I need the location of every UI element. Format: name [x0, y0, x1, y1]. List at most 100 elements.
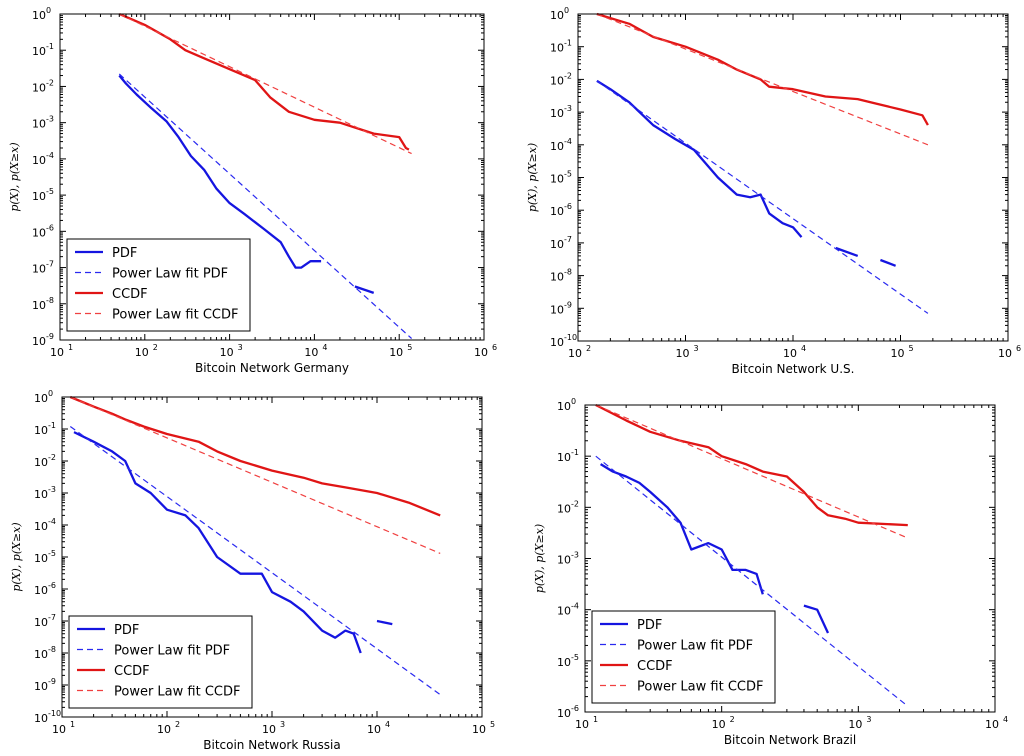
y-tick-label: 10 [34, 616, 48, 629]
legend-entry: PDF [114, 623, 139, 638]
y-tick-label: 10 [550, 140, 564, 153]
legend-entry: Power Law fit CCDF [114, 685, 240, 700]
series-pdf [73, 431, 362, 654]
legend-entry: Power Law fit CCDF [637, 680, 763, 695]
y-tick-label: 10 [32, 226, 46, 239]
legend-entry: PDF [637, 618, 662, 633]
y-axis-label: p(X), p(X≥x) [10, 522, 23, 591]
y-tick-label: 10 [550, 238, 564, 251]
plot-frame [577, 13, 1009, 342]
series-power-law-fit-pdf [118, 73, 413, 339]
legend-entry: PDF [112, 246, 137, 261]
y-tick-exponent: -7 [564, 235, 572, 244]
legend-entry: CCDF [112, 287, 148, 302]
y-tick-label: 10 [34, 552, 48, 565]
y-tick-label: 10 [550, 303, 564, 316]
series-power-law-fit-pdf [69, 426, 441, 696]
y-tick-exponent: -4 [48, 517, 56, 526]
legend-entry: CCDF [114, 664, 150, 679]
series-pdf-tail [803, 604, 830, 634]
x-axis-label: Bitcoin Network Germany [195, 361, 349, 375]
y-tick-label: 10 [32, 299, 46, 312]
x-tick-label: 10 [389, 346, 403, 359]
series-pdf-tail [376, 619, 393, 626]
y-axis-label: p(X), p(X≥x) [526, 143, 539, 212]
y-tick-label: 10 [550, 271, 564, 284]
y-tick-label: 10 [550, 9, 564, 22]
y-tick-exponent: -6 [571, 704, 579, 713]
y-tick-label: 10 [550, 173, 564, 186]
legend-entry: Power Law fit PDF [112, 267, 228, 282]
series-ccdf [595, 403, 908, 527]
x-axis-label: Bitcoin Network U.S. [732, 362, 855, 376]
y-tick-exponent: -8 [46, 296, 54, 305]
x-tick-exponent: 5 [909, 344, 914, 353]
y-tick-label: 10 [557, 502, 571, 515]
x-tick-label: 10 [676, 347, 690, 360]
legend: PDF Power Law fit PDF CCDF Power Law fit CC… [591, 610, 776, 704]
y-tick-label: 10 [32, 154, 46, 167]
series-power-law-fit-pdf [595, 455, 909, 707]
y-tick-exponent: -3 [571, 551, 579, 560]
x-tick-label: 10 [52, 723, 66, 736]
x-tick-exponent: 6 [1016, 344, 1021, 353]
x-tick-exponent: 6 [492, 343, 497, 352]
x-tick-label: 10 [472, 723, 486, 736]
y-tick-exponent: -5 [46, 187, 54, 196]
x-axis-label: Bitcoin Network Brazil [724, 733, 856, 747]
series-pdf [118, 74, 322, 269]
y-tick-exponent: -4 [46, 151, 54, 160]
y-tick-exponent: -2 [46, 78, 54, 87]
y-tick-exponent: -7 [48, 613, 56, 622]
y-tick-exponent: -2 [571, 499, 579, 508]
series-pdf-tail-1 [835, 246, 859, 257]
legend-entry: Power Law fit CCDF [112, 308, 238, 323]
series-pdf-tail-2 [879, 258, 897, 267]
x-tick-label: 10 [135, 346, 149, 359]
y-tick-exponent: -1 [48, 421, 56, 430]
y-tick-label: 10 [34, 680, 48, 693]
series-pdf [600, 463, 764, 595]
y-tick-exponent: -1 [564, 39, 572, 48]
y-tick-label: 10 [550, 74, 564, 87]
x-tick-exponent: 1 [68, 343, 73, 352]
y-tick-exponent: -1 [46, 42, 54, 51]
y-tick-exponent: -3 [564, 104, 572, 113]
y-tick-exponent: 0 [564, 6, 569, 15]
series-power-law-fit-ccdf [595, 404, 909, 539]
y-tick-exponent: -3 [46, 115, 54, 124]
y-tick-label: 10 [34, 712, 48, 725]
y-tick-label: 10 [34, 392, 48, 405]
x-tick-exponent: 3 [694, 344, 699, 353]
y-tick-exponent: -2 [48, 453, 56, 462]
y-tick-exponent: -7 [46, 260, 54, 269]
y-axis-label: p(X), p(X≥x) [533, 524, 546, 593]
plot-germany: 10 1 10 2 10 3 10 4 10 5 10 610 -910 -810 -710 -610 -510… [8, 6, 497, 375]
y-tick-exponent: 0 [48, 389, 53, 398]
y-tick-exponent: -6 [48, 581, 56, 590]
y-tick-exponent: 0 [571, 397, 576, 406]
x-tick-exponent: 4 [1003, 715, 1008, 724]
y-tick-label: 10 [557, 554, 571, 567]
legend-entry: Power Law fit PDF [114, 644, 230, 659]
x-tick-label: 10 [712, 718, 726, 731]
y-tick-exponent: -4 [564, 137, 572, 146]
series-power-law-fit-ccdf [70, 396, 441, 554]
y-tick-label: 10 [32, 9, 46, 22]
x-tick-exponent: 2 [175, 720, 180, 729]
y-tick-label: 10 [550, 336, 564, 349]
x-tick-exponent: 5 [490, 720, 495, 729]
x-tick-exponent: 2 [586, 344, 591, 353]
legend-entry: CCDF [637, 659, 673, 674]
x-tick-exponent: 1 [593, 715, 598, 724]
series-power-law-fit-ccdf [596, 13, 929, 146]
x-tick-exponent: 4 [322, 343, 327, 352]
x-tick-exponent: 2 [730, 715, 735, 724]
y-tick-exponent: -9 [46, 332, 54, 341]
y-tick-exponent: -10 [48, 709, 61, 718]
y-tick-exponent: -6 [46, 223, 54, 232]
y-tick-exponent: -2 [564, 71, 572, 80]
y-tick-label: 10 [32, 45, 46, 58]
